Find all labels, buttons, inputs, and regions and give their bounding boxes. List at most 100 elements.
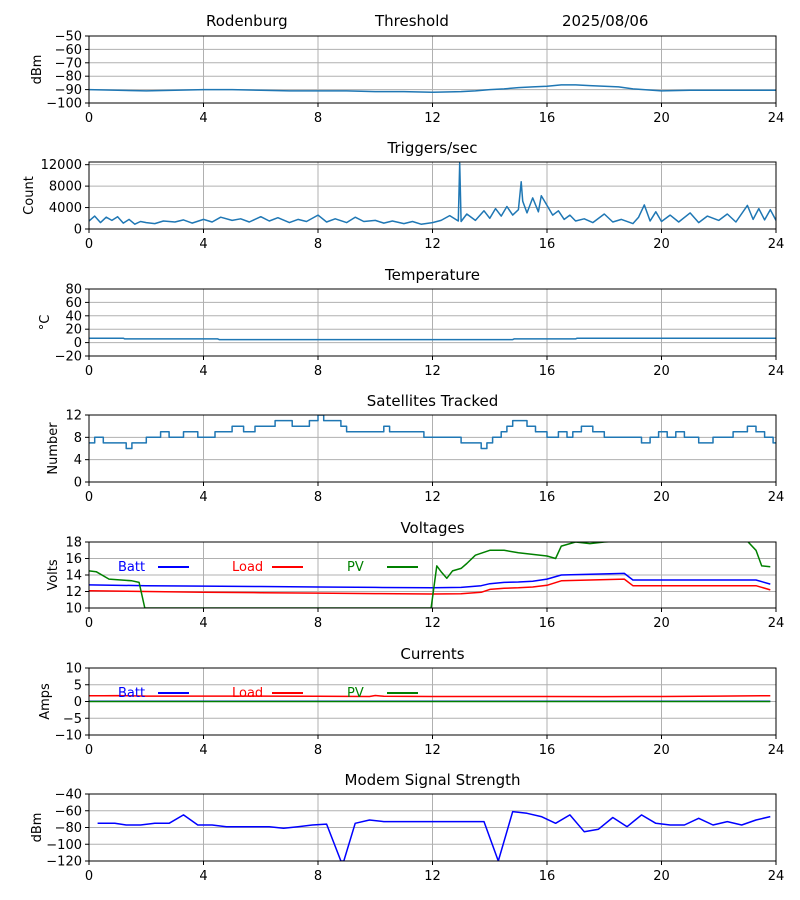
x-tick-label: 0 (85, 490, 93, 505)
x-tick-label: 24 (768, 869, 785, 884)
chart-panel-5: Batt Load PV0 4 8 12 16 20 241012141618VoltagesV… (46, 519, 784, 631)
y-tick-label: −40 (55, 788, 82, 803)
y-tick-label: −60 (55, 804, 82, 819)
chart-panel-2: 0 4 8 12 16 20 24 0 4000 8000 12000 Triggers/sec Cou… (22, 139, 784, 252)
x-tick-label: 12 (424, 869, 441, 884)
y-axis-label: dBm (30, 813, 45, 843)
x-tick-label: 20 (653, 490, 670, 505)
y-tick-label: −100 (46, 838, 82, 853)
x-tick-label: 4 (199, 364, 207, 379)
x-tick-label: 20 (653, 869, 670, 884)
x-tick-label: 12 (424, 111, 441, 126)
y-tick-label: 80 (65, 283, 82, 298)
x-tick-label: 24 (768, 237, 785, 252)
legend-label: Batt (118, 560, 145, 575)
x-tick-label: 4 (199, 616, 207, 631)
series-line-batt (89, 572, 771, 589)
y-tick-label: 20 (65, 323, 82, 338)
y-tick-label: 4 (74, 453, 82, 468)
y-tick-label: −80 (55, 821, 82, 836)
chart-panel-6: Batt Load PV 0 4 8 12 16 20 24 −10 −5 0 510 Currents Am… (38, 645, 784, 758)
chart-title: Temperature (384, 266, 480, 284)
series-line-1 (89, 84, 776, 94)
y-tick-label: 12000 (41, 158, 82, 173)
x-tick-label: 16 (539, 743, 556, 758)
y-tick-label: 10 (65, 662, 82, 677)
x-tick-label: 12 (424, 743, 441, 758)
y-tick-label: 14 (65, 569, 82, 584)
chart-panel-7: 0 4 8 12 16 20 24 −120 −100 −80 −60−40 Modem Signal… (30, 771, 784, 884)
y-tick-label: 40 (65, 309, 82, 324)
y-axis-label: Count (22, 176, 37, 215)
x-tick-label: 8 (314, 490, 322, 505)
y-tick-label: 0 (74, 695, 82, 710)
report-date: 2025/08/06 (562, 12, 649, 30)
x-tick-label: 0 (85, 616, 93, 631)
y-tick-label: 8 (74, 431, 82, 446)
x-tick-label: 24 (768, 616, 785, 631)
series-line-pv (89, 542, 771, 608)
x-tick-label: 4 (199, 111, 207, 126)
x-tick-label: 12 (424, 237, 441, 252)
series-line-1 (97, 810, 771, 861)
x-tick-label: 16 (539, 616, 556, 631)
x-tick-label: 20 (653, 743, 670, 758)
y-tick-label: −5 (63, 712, 82, 727)
x-tick-label: 4 (199, 743, 207, 758)
x-tick-label: 0 (85, 743, 93, 758)
y-tick-label: 16 (65, 552, 82, 567)
y-tick-label: 0 (74, 476, 82, 491)
series-line-1 (89, 415, 776, 450)
x-tick-label: 8 (314, 743, 322, 758)
y-tick-label: 12 (65, 585, 82, 600)
series-line-1 (89, 162, 776, 225)
y-tick-label: 0 (74, 336, 82, 351)
legend-label: PV (347, 560, 364, 575)
x-tick-label: 20 (653, 616, 670, 631)
y-tick-label: −10 (55, 729, 82, 744)
legend-label: Load (232, 560, 263, 575)
chart-title: Triggers/sec (387, 139, 478, 157)
y-tick-label: 60 (65, 296, 82, 311)
x-tick-label: 8 (314, 111, 322, 126)
y-axis-label: Amps (38, 683, 53, 720)
y-axis-label: dBm (30, 55, 45, 85)
legend-label: Batt (118, 686, 145, 701)
legend-label: Load (232, 686, 263, 701)
x-tick-label: 20 (653, 364, 670, 379)
x-tick-label: 20 (653, 111, 670, 126)
chart-title: Currents (400, 645, 464, 663)
x-tick-label: 24 (768, 743, 785, 758)
x-tick-label: 0 (85, 364, 93, 379)
chart-header: Rodenburg Threshold 2025/08/06 (0, 0, 800, 36)
x-tick-label: 24 (768, 490, 785, 505)
x-tick-label: 8 (314, 364, 322, 379)
y-tick-label: 10 (65, 602, 82, 617)
x-tick-label: 16 (539, 869, 556, 884)
x-tick-label: 16 (539, 364, 556, 379)
x-tick-label: 16 (539, 111, 556, 126)
chart-title: Modem Signal Strength (345, 771, 521, 789)
series-line-1 (89, 337, 776, 341)
chart-title: Voltages (400, 519, 464, 537)
y-tick-label: 12 (65, 409, 82, 424)
legend-label: PV (347, 686, 364, 701)
station-name: Rodenburg (206, 12, 288, 30)
y-tick-label: −60 (55, 43, 82, 58)
y-tick-label: −20 (55, 350, 82, 365)
chart-title: Satellites Tracked (367, 392, 498, 410)
x-tick-label: 12 (424, 490, 441, 505)
x-tick-label: 0 (85, 237, 93, 252)
x-tick-label: 8 (314, 869, 322, 884)
x-tick-label: 4 (199, 490, 207, 505)
y-tick-label: 18 (65, 536, 82, 551)
x-tick-label: 24 (768, 364, 785, 379)
x-tick-label: 8 (314, 616, 322, 631)
x-tick-label: 4 (199, 237, 207, 252)
x-tick-label: 16 (539, 490, 556, 505)
x-tick-label: 0 (85, 869, 93, 884)
y-tick-label: −70 (55, 56, 82, 71)
y-tick-label: 5 (74, 678, 82, 693)
y-tick-label: 0 (74, 223, 82, 238)
